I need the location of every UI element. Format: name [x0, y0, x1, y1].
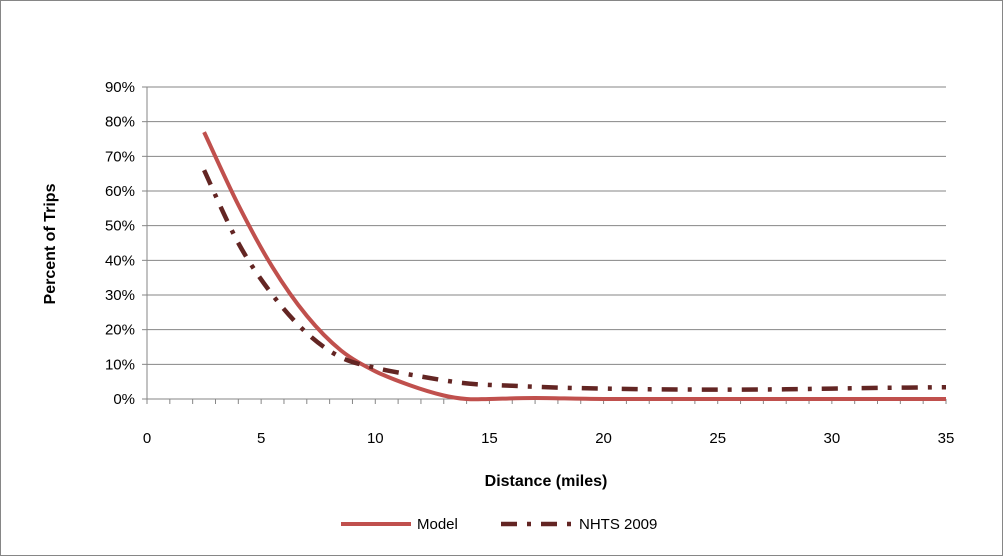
y-tick-label: 20%: [105, 322, 135, 339]
legend: Model NHTS 2009: [341, 516, 657, 533]
y-axis-title: Percent of Trips: [42, 183, 59, 304]
x-tick-label: 10: [367, 430, 384, 447]
gridlines: [147, 86, 946, 365]
legend-label-nhts-2009: NHTS 2009: [579, 516, 657, 533]
y-axis-tick-labels: 0% 10% 20% 30% 40% 50% 60% 70% 80% 90%: [105, 79, 135, 408]
y-tick-label: 30%: [105, 287, 135, 304]
y-tick-label: 40%: [105, 252, 135, 269]
x-tick-label: 5: [257, 430, 265, 447]
y-tick-label: 90%: [105, 79, 135, 96]
x-tick-label: 35: [938, 430, 955, 447]
y-tick-label: 50%: [105, 218, 135, 235]
y-tick-label: 80%: [105, 114, 135, 131]
y-tick-label: 10%: [105, 356, 135, 373]
series-lines: [202, 131, 947, 402]
legend-label-model: Model: [417, 516, 458, 533]
x-axis-title: Distance (miles): [485, 473, 608, 490]
x-tick-label: 0: [143, 430, 151, 447]
x-tick-label: 30: [824, 430, 841, 447]
y-tick-label: 70%: [105, 148, 135, 165]
x-axis-tick-labels: 0 5 10 15 20 25 30 35: [143, 430, 955, 447]
series-line-nhts-2009: [202, 169, 947, 392]
y-tick-label: 0%: [113, 391, 135, 408]
y-tick-label: 60%: [105, 183, 135, 200]
axes: [142, 86, 947, 404]
x-tick-label: 20: [595, 430, 612, 447]
x-tick-label: 15: [481, 430, 498, 447]
series-line-model: [202, 131, 946, 402]
x-tick-label: 25: [709, 430, 726, 447]
